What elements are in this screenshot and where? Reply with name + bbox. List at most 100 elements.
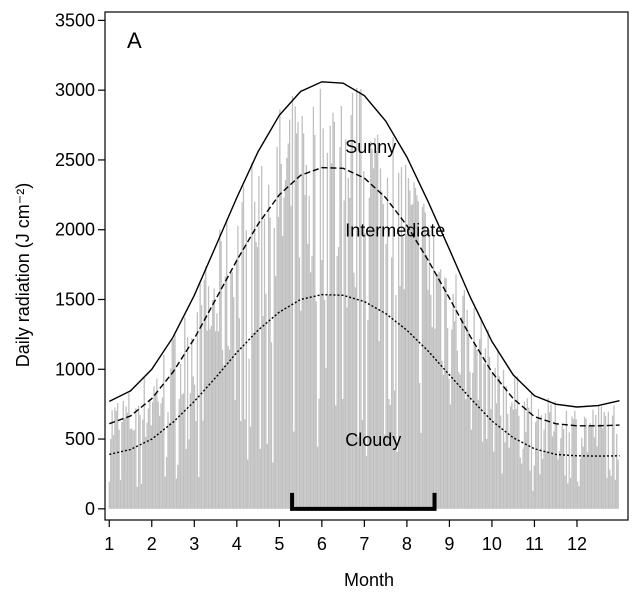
daily-bar <box>430 294 432 509</box>
daily-bar <box>114 407 116 509</box>
daily-bar <box>245 230 247 509</box>
daily-bar <box>562 429 565 509</box>
daily-bar <box>128 392 130 509</box>
daily-bar <box>147 408 150 509</box>
daily-bar <box>417 201 419 509</box>
daily-bar <box>227 345 229 509</box>
daily-bar <box>242 186 245 509</box>
daily-bar <box>335 405 337 509</box>
daily-bar <box>424 212 426 509</box>
daily-bar <box>308 195 310 509</box>
daily-bar <box>377 134 379 509</box>
daily-bar <box>463 290 466 509</box>
daily-bar <box>435 274 438 509</box>
daily-bar <box>287 143 289 509</box>
daily-bar <box>213 288 215 509</box>
daily-bar <box>269 217 271 509</box>
daily-bar <box>298 257 301 509</box>
daily-bar <box>156 378 158 509</box>
daily-bar <box>230 272 232 509</box>
daily-bar <box>291 96 294 509</box>
x-tick-label: 1 <box>104 534 114 554</box>
daily-bar <box>349 197 351 509</box>
daily-bar <box>385 243 387 509</box>
daily-bar <box>525 432 527 509</box>
daily-bar <box>357 436 359 509</box>
daily-bar <box>582 446 584 509</box>
daily-bar <box>473 308 475 509</box>
daily-bar <box>223 365 225 509</box>
daily-bar <box>286 157 288 509</box>
daily-bar <box>216 313 218 509</box>
daily-bar <box>247 459 249 509</box>
daily-bar <box>226 219 228 509</box>
daily-bar <box>301 115 303 509</box>
daily-bar <box>259 448 261 509</box>
daily-bar <box>200 305 203 509</box>
daily-bar <box>231 272 233 509</box>
daily-bar <box>418 382 421 509</box>
daily-bar <box>221 349 224 509</box>
daily-bar <box>589 423 591 509</box>
daily-bar <box>185 449 187 509</box>
daily-bar <box>521 463 523 509</box>
daily-bar <box>416 195 418 509</box>
daily-bar <box>170 368 172 509</box>
daily-bar <box>546 451 548 509</box>
daily-bar <box>157 401 159 509</box>
daily-bar <box>532 490 534 509</box>
daily-bar <box>340 106 343 509</box>
daily-bar <box>391 257 393 509</box>
daily-bar <box>323 299 326 509</box>
daily-bar <box>261 166 263 509</box>
daily-bar <box>548 412 551 509</box>
daily-bar <box>495 403 498 509</box>
daily-bar <box>617 459 619 509</box>
daily-bar <box>235 258 238 509</box>
daily-bar <box>414 187 417 509</box>
daily-bar <box>199 283 201 509</box>
daily-bar <box>192 376 194 509</box>
x-tick-label: 8 <box>402 534 412 554</box>
daily-bar <box>347 177 349 509</box>
daily-bar <box>342 398 344 509</box>
daily-bar <box>493 451 495 509</box>
daily-bar <box>508 447 510 509</box>
daily-bar <box>122 400 124 509</box>
daily-bar <box>189 393 192 509</box>
daily-bar <box>275 276 277 509</box>
daily-bar <box>171 339 173 509</box>
daily-bar <box>600 406 603 509</box>
daily-bar <box>233 297 235 509</box>
daily-bar <box>332 112 334 509</box>
daily-bar <box>280 163 282 509</box>
daily-bar <box>248 358 250 509</box>
daily-bar <box>284 180 287 509</box>
daily-bar <box>410 205 412 509</box>
daily-bar <box>158 415 161 509</box>
daily-bar <box>165 457 168 509</box>
daily-bar <box>315 301 317 509</box>
x-axis: 1 2 3 4 5 6 7 8 9 10 11 12 <box>104 520 587 554</box>
daily-bar <box>281 236 284 509</box>
daily-bar <box>494 367 496 509</box>
daily-bar <box>428 229 431 509</box>
daily-bar <box>161 397 164 509</box>
x-tick-label: 7 <box>359 534 369 554</box>
daily-bar <box>316 446 319 509</box>
daily-bar <box>441 360 443 509</box>
daily-bar <box>309 272 312 509</box>
daily-bar <box>602 428 604 509</box>
daily-bar <box>407 178 410 509</box>
daily-bar <box>329 125 331 509</box>
daily-bar <box>395 295 397 509</box>
daily-bar <box>256 247 259 509</box>
daily-radiation-bars <box>108 87 619 509</box>
x-tick-label: 6 <box>317 534 327 554</box>
daily-bar <box>491 371 493 509</box>
daily-bar <box>207 286 210 509</box>
daily-bar <box>371 148 373 509</box>
daily-bar <box>330 163 333 509</box>
y-tick-label: 1500 <box>55 289 95 309</box>
daily-bar <box>220 241 222 509</box>
